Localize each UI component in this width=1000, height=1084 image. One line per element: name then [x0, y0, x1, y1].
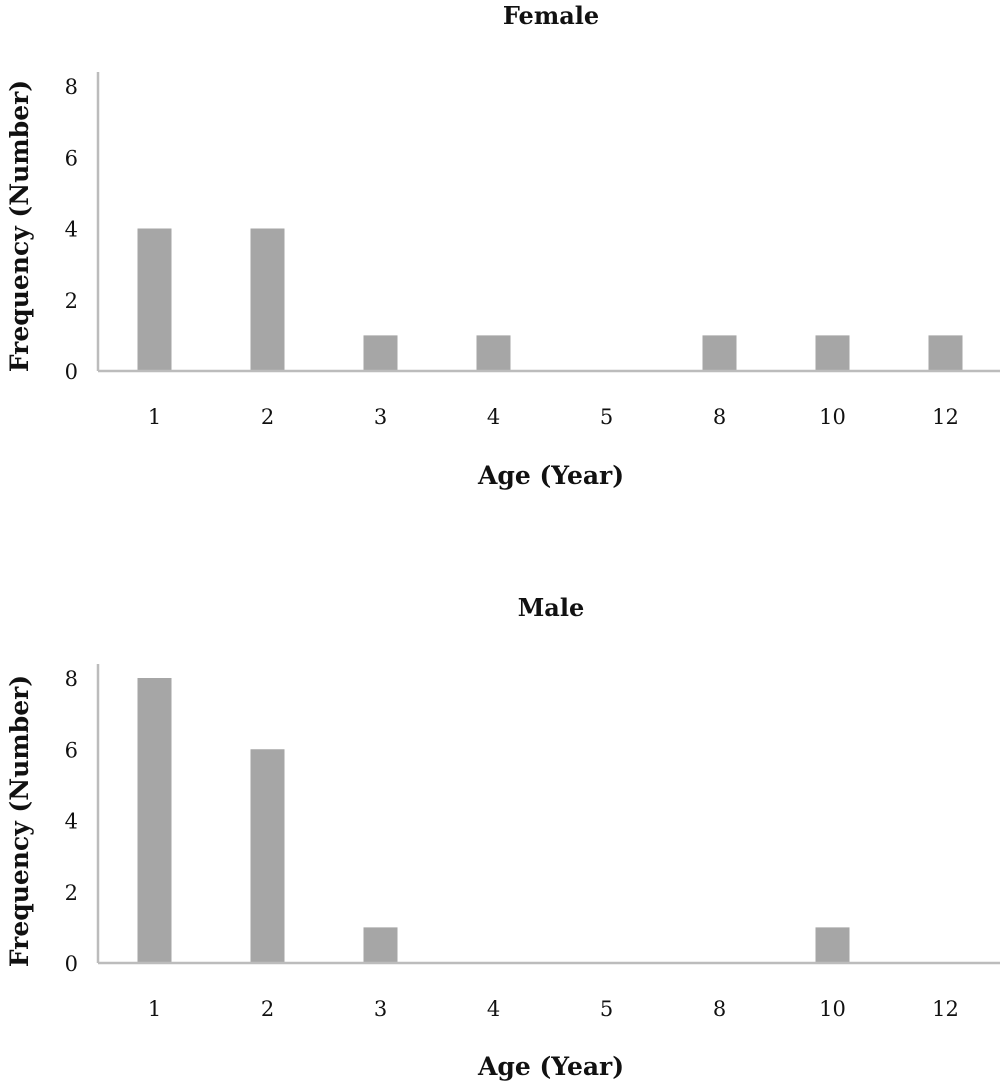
y-tick-labels: 0 2 4 6 8 [65, 667, 78, 976]
x-tick-label: 2 [261, 997, 274, 1021]
bar-age-10 [815, 927, 850, 963]
bars [137, 228, 963, 371]
x-tick-label: 10 [819, 405, 846, 429]
y-tick-label: 6 [65, 738, 78, 762]
x-tick-label: 12 [932, 997, 959, 1021]
x-axis-label: Age (Year) [477, 461, 624, 490]
bar-age-3 [363, 927, 398, 963]
x-tick-label: 2 [261, 405, 274, 429]
x-tick-label: 3 [374, 405, 387, 429]
female-chart: Female Frequency (Number) Age (Year) 0 2 4… [5, 1, 1000, 490]
bar-age-12 [928, 335, 963, 371]
x-tick-label: 1 [148, 405, 161, 429]
y-tick-label: 6 [65, 146, 78, 170]
y-tick-label: 8 [65, 667, 78, 691]
x-tick-label: 10 [819, 997, 846, 1021]
x-tick-label: 12 [932, 405, 959, 429]
x-tick-labels: 1 2 3 4 5 8 10 12 [148, 405, 959, 429]
bar-age-1 [137, 678, 172, 963]
bar-age-4 [476, 335, 511, 371]
x-tick-label: 1 [148, 997, 161, 1021]
x-tick-label: 8 [713, 405, 726, 429]
bar-age-2 [250, 749, 285, 963]
x-tick-label: 3 [374, 997, 387, 1021]
y-tick-label: 2 [65, 881, 78, 905]
y-axis-label: Frequency (Number) [5, 80, 34, 372]
male-chart: Male Frequency (Number) Age (Year) 0 2 4 6 8… [5, 593, 1000, 1081]
x-tick-label: 8 [713, 997, 726, 1021]
bar-age-3 [363, 335, 398, 371]
chart-title: Male [518, 593, 585, 622]
y-tick-label: 8 [65, 75, 78, 99]
y-axis-label: Frequency (Number) [5, 675, 34, 967]
y-tick-labels: 0 2 4 6 8 [65, 75, 78, 384]
bar-age-8 [702, 335, 737, 371]
y-tick-label: 4 [65, 218, 78, 242]
bar-age-1 [137, 228, 172, 371]
x-tick-label: 4 [487, 997, 500, 1021]
y-tick-label: 4 [65, 810, 78, 834]
x-tick-label: 4 [487, 405, 500, 429]
x-tick-label: 5 [600, 405, 613, 429]
bar-age-10 [815, 335, 850, 371]
bars [137, 678, 850, 963]
x-tick-label: 5 [600, 997, 613, 1021]
chart-title: Female [503, 1, 599, 30]
bar-age-2 [250, 228, 285, 371]
y-tick-label: 2 [65, 289, 78, 313]
y-tick-label: 0 [65, 360, 78, 384]
y-tick-label: 0 [65, 952, 78, 976]
x-tick-labels: 1 2 3 4 5 8 10 12 [148, 997, 959, 1021]
x-axis-label: Age (Year) [477, 1052, 624, 1081]
